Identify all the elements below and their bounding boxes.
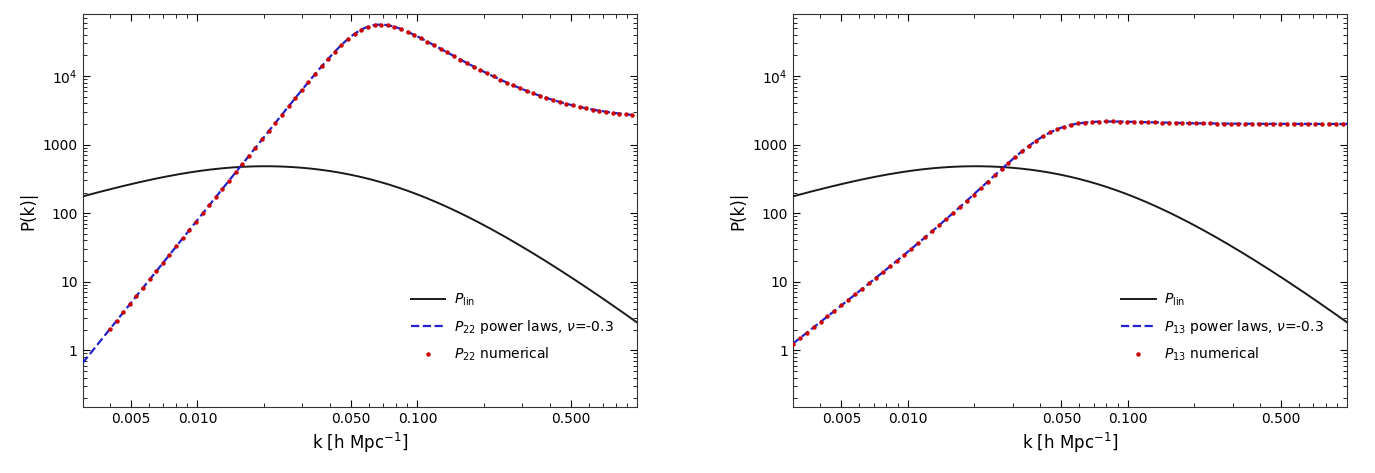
- Legend: $P_{\rm lin}$, $P_{22}$ power laws, $\nu$=-0.3, $P_{22}$ numerical: $P_{\rm lin}$, $P_{22}$ power laws, $\nu…: [406, 286, 619, 368]
- Y-axis label: P(k)|: P(k)|: [19, 191, 37, 230]
- X-axis label: k [h Mpc$^{-1}$]: k [h Mpc$^{-1}$]: [312, 431, 408, 455]
- X-axis label: k [h Mpc$^{-1}$]: k [h Mpc$^{-1}$]: [1022, 431, 1118, 455]
- Y-axis label: P(k)|: P(k)|: [729, 191, 747, 230]
- Legend: $P_{\rm lin}$, $P_{13}$ power laws, $\nu$=-0.3, $P_{13}$ numerical: $P_{\rm lin}$, $P_{13}$ power laws, $\nu…: [1115, 286, 1330, 368]
